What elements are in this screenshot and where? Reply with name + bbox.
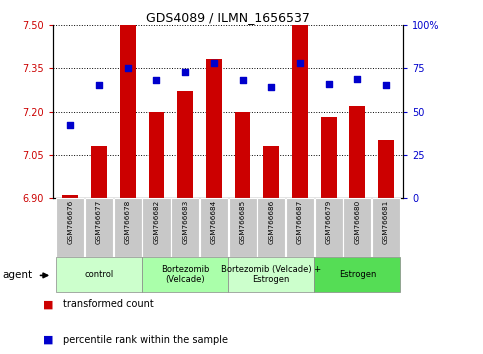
Text: control: control: [85, 270, 114, 279]
Point: [181, 69, 189, 74]
Text: GSM766682: GSM766682: [154, 200, 159, 244]
Point: [124, 65, 132, 71]
Text: agent: agent: [2, 270, 32, 280]
Title: GDS4089 / ILMN_1656537: GDS4089 / ILMN_1656537: [146, 11, 310, 24]
Bar: [177, 91, 193, 198]
Bar: [350, 106, 365, 198]
Bar: [120, 25, 136, 198]
Text: GSM766685: GSM766685: [240, 200, 245, 244]
Text: percentile rank within the sample: percentile rank within the sample: [63, 335, 228, 345]
FancyBboxPatch shape: [57, 198, 85, 257]
Text: GSM766686: GSM766686: [268, 200, 274, 244]
Point: [67, 122, 74, 128]
Bar: [149, 112, 164, 198]
FancyBboxPatch shape: [142, 198, 170, 257]
Text: GSM766679: GSM766679: [326, 200, 332, 244]
Text: GSM766681: GSM766681: [383, 200, 389, 244]
Point: [382, 82, 390, 88]
Text: GSM766683: GSM766683: [182, 200, 188, 244]
Text: GSM766678: GSM766678: [125, 200, 131, 244]
FancyBboxPatch shape: [171, 198, 199, 257]
Text: ■: ■: [43, 335, 54, 345]
Text: transformed count: transformed count: [63, 299, 154, 309]
Bar: [62, 195, 78, 198]
FancyBboxPatch shape: [286, 198, 314, 257]
FancyBboxPatch shape: [228, 198, 256, 257]
FancyBboxPatch shape: [314, 257, 400, 292]
Point: [296, 60, 304, 66]
FancyBboxPatch shape: [85, 198, 113, 257]
Point: [95, 82, 103, 88]
FancyBboxPatch shape: [372, 198, 400, 257]
Point: [268, 84, 275, 90]
Text: GSM766684: GSM766684: [211, 200, 217, 244]
Bar: [206, 59, 222, 198]
Bar: [263, 146, 279, 198]
Bar: [292, 25, 308, 198]
FancyBboxPatch shape: [56, 257, 142, 292]
Point: [153, 78, 160, 83]
Bar: [91, 146, 107, 198]
Text: GSM766677: GSM766677: [96, 200, 102, 244]
Bar: [378, 141, 394, 198]
Text: Estrogen: Estrogen: [339, 270, 376, 279]
Point: [239, 78, 246, 83]
Text: GSM766687: GSM766687: [297, 200, 303, 244]
Point: [325, 81, 332, 87]
Bar: [321, 117, 337, 198]
Text: GSM766676: GSM766676: [67, 200, 73, 244]
FancyBboxPatch shape: [200, 198, 228, 257]
FancyBboxPatch shape: [314, 198, 343, 257]
FancyBboxPatch shape: [343, 198, 371, 257]
Bar: [235, 112, 251, 198]
FancyBboxPatch shape: [142, 257, 228, 292]
Text: Bortezomib
(Velcade): Bortezomib (Velcade): [161, 265, 209, 284]
Text: GSM766680: GSM766680: [355, 200, 360, 244]
Text: Bortezomib (Velcade) +
Estrogen: Bortezomib (Velcade) + Estrogen: [221, 265, 321, 284]
Point: [210, 60, 218, 66]
Point: [354, 76, 361, 81]
FancyBboxPatch shape: [228, 257, 314, 292]
FancyBboxPatch shape: [257, 198, 285, 257]
Text: ■: ■: [43, 299, 54, 309]
FancyBboxPatch shape: [114, 198, 142, 257]
